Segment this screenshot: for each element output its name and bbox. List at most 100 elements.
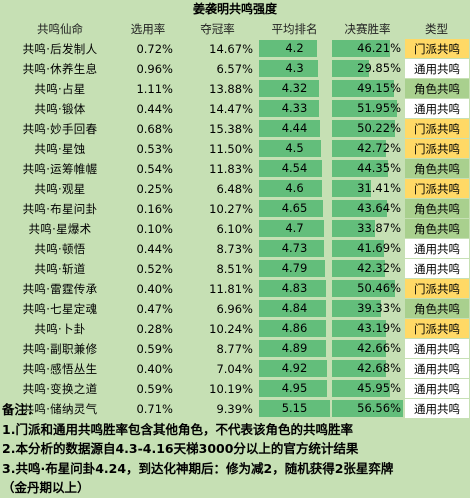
final-winrate-cell: 39.33% <box>330 298 405 319</box>
avg-rank-value: 5.15 <box>281 401 308 415</box>
final-winrate-cell: 43.64% <box>330 198 405 219</box>
final-winrate-value: 49.15% <box>357 81 401 95</box>
header-type: 类型 <box>425 21 448 36</box>
table-row: 共鸣·观星 0.25% 6.48% 4.6 31.41% 门派共鸣 <box>1 178 469 199</box>
final-winrate-cell: 29.85% <box>330 58 405 79</box>
avg-rank-cell: 4.7 <box>257 218 332 239</box>
avg-rank-value: 4.79 <box>281 261 308 275</box>
use-rate: 0.28% <box>119 318 177 339</box>
win-rate: 6.48% <box>177 178 258 199</box>
final-winrate-value: 42.32% <box>357 261 401 275</box>
win-rate: 8.77% <box>177 338 258 359</box>
final-winrate-bar <box>333 200 387 217</box>
note-line-3: 3.共鸣·布星问卦4.24，到达化神期后：修为减2，随机获得2张星弈牌 <box>2 460 394 476</box>
resonance-name: 共鸣·锻体 <box>1 98 119 119</box>
avg-rank-cell: 4.33 <box>257 98 332 119</box>
avg-rank-bar <box>260 80 319 97</box>
final-winrate-cell: 44.35% <box>330 158 405 179</box>
avg-rank-bar <box>260 140 322 157</box>
type-badge: 角色共鸣 <box>404 78 469 99</box>
avg-rank-bar <box>260 200 324 217</box>
use-rate: 0.16% <box>119 198 177 219</box>
resonance-name: 共鸣·副职兼修 <box>1 338 119 359</box>
final-winrate-value: 43.64% <box>357 201 401 215</box>
win-rate: 6.96% <box>177 298 258 319</box>
final-winrate-bar <box>333 120 396 137</box>
avg-rank-cell: 4.65 <box>257 198 332 219</box>
type-badge: 门派共鸣 <box>404 138 469 159</box>
avg-rank-bar <box>260 180 323 197</box>
sheet-title: 姜袭明共鸣强度 <box>192 2 277 16</box>
header-use-rate: 选用率 <box>130 21 166 36</box>
win-rate: 13.88% <box>177 78 258 99</box>
type-badge: 通用共鸣 <box>404 58 469 79</box>
resonance-name: 共鸣·占星 <box>1 78 119 99</box>
avg-rank-cell: 4.5 <box>257 138 332 159</box>
resonance-name: 共鸣·顿悟 <box>1 238 119 259</box>
final-winrate-cell: 42.32% <box>330 258 405 279</box>
resonance-name: 共鸣·后发制人 <box>1 38 119 59</box>
use-rate: 0.68% <box>119 118 177 139</box>
final-winrate-cell: 46.21% <box>330 38 405 59</box>
win-rate: 8.73% <box>177 238 258 259</box>
avg-rank-value: 4.73 <box>281 241 308 255</box>
avg-rank-cell: 4.32 <box>257 78 332 99</box>
avg-rank-bar <box>260 280 326 297</box>
table-row: 共鸣·副职兼修 0.59% 8.77% 4.89 42.66% 通用共鸣 <box>1 338 469 359</box>
avg-rank-bar <box>260 360 327 377</box>
avg-rank-bar <box>260 320 326 337</box>
type-badge: 通用共鸣 <box>404 378 469 399</box>
resonance-name: 共鸣·储纳灵气 <box>1 398 119 418</box>
final-winrate-bar <box>333 80 394 97</box>
type-badge: 角色共鸣 <box>404 158 469 179</box>
avg-rank-value: 4.92 <box>281 361 308 375</box>
avg-rank-bar <box>260 400 329 417</box>
avg-rank-bar <box>260 220 324 237</box>
win-rate: 14.47% <box>177 98 258 119</box>
avg-rank-bar <box>260 100 319 117</box>
win-rate: 8.51% <box>177 258 258 279</box>
table-row: 共鸣·顿悟 0.44% 8.73% 4.73 41.69% 通用共鸣 <box>1 238 469 259</box>
table-row: 共鸣·星爆术 0.10% 6.10% 4.7 33.87% 角色共鸣 <box>1 218 469 239</box>
table-row: 共鸣·后发制人 0.72% 14.67% 4.2 46.21% 门派共鸣 <box>1 38 469 59</box>
final-winrate-cell: 50.46% <box>330 278 405 299</box>
final-winrate-cell: 49.15% <box>330 78 405 99</box>
table-row: 共鸣·卜卦 0.28% 10.24% 4.86 43.19% 门派共鸣 <box>1 318 469 339</box>
final-winrate-bar <box>333 100 398 117</box>
final-winrate-cell: 41.69% <box>330 238 405 259</box>
final-winrate-bar <box>333 280 396 297</box>
win-rate: 10.27% <box>177 198 258 219</box>
avg-rank-cell: 5.15 <box>257 398 332 418</box>
final-winrate-bar <box>333 220 375 237</box>
final-winrate-cell: 33.87% <box>330 218 405 239</box>
resonance-name: 共鸣·感悟丛生 <box>1 358 119 379</box>
avg-rank-value: 4.95 <box>281 381 308 395</box>
table-row: 共鸣·休养生息 0.96% 6.57% 4.3 29.85% 通用共鸣 <box>1 58 469 79</box>
final-winrate-bar <box>333 60 370 77</box>
resonance-name: 共鸣·观星 <box>1 178 119 199</box>
avg-rank-bar <box>260 380 328 397</box>
win-rate: 6.57% <box>177 58 258 79</box>
final-winrate-bar <box>333 260 386 277</box>
win-rate: 11.81% <box>177 278 258 299</box>
final-winrate-bar <box>333 180 372 197</box>
type-badge: 通用共鸣 <box>404 338 469 359</box>
type-badge: 通用共鸣 <box>404 258 469 279</box>
final-winrate-value: 42.66% <box>357 341 401 355</box>
final-winrate-value: 31.41% <box>357 181 401 195</box>
avg-rank-value: 4.3 <box>285 61 304 75</box>
win-rate: 10.19% <box>177 378 258 399</box>
final-winrate-value: 50.22% <box>357 121 401 135</box>
resonance-name: 共鸣·卜卦 <box>1 318 119 339</box>
table-row: 共鸣·锻体 0.44% 14.47% 4.33 51.95% 通用共鸣 <box>1 98 469 119</box>
avg-rank-cell: 4.86 <box>257 318 332 339</box>
final-winrate-value: 33.87% <box>357 221 401 235</box>
win-rate: 11.83% <box>177 158 258 179</box>
use-rate: 0.71% <box>119 398 177 418</box>
note-line-2: 2.本分析的数据源自4.3-4.16天梯3000分以上的官方统计结果 <box>2 441 359 456</box>
use-rate: 1.11% <box>119 78 177 99</box>
avg-rank-cell: 4.84 <box>257 298 332 319</box>
table-row: 共鸣·斩道 0.52% 8.51% 4.79 42.32% 通用共鸣 <box>1 258 469 279</box>
type-badge: 门派共鸣 <box>404 38 469 59</box>
avg-rank-value: 4.44 <box>281 121 308 135</box>
